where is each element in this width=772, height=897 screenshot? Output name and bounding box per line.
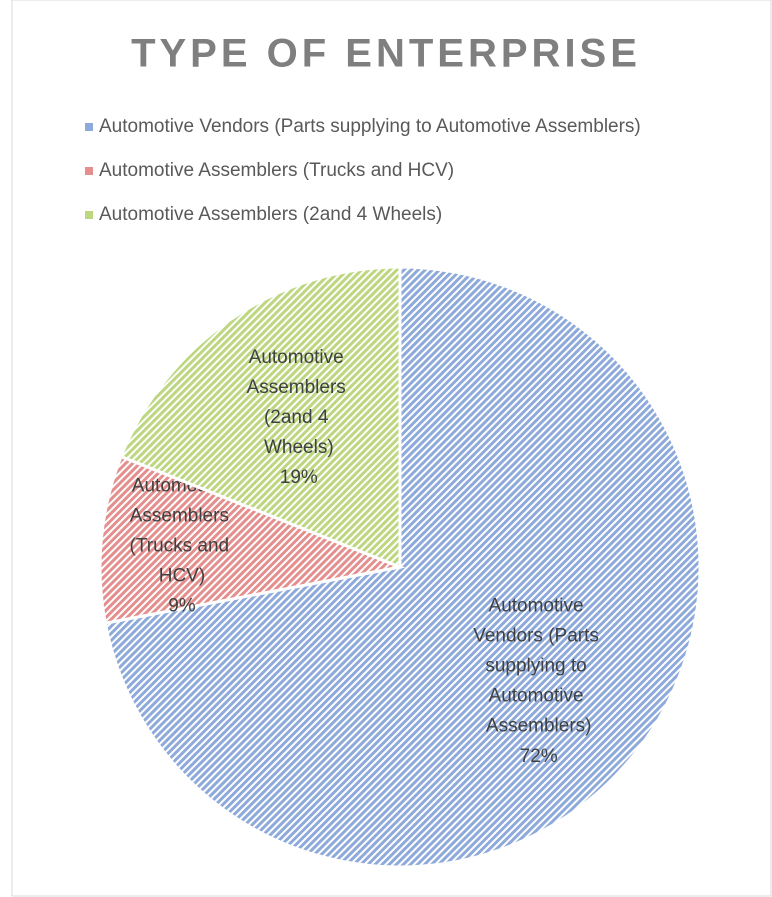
slice-value-label: 72% xyxy=(520,746,558,767)
slice-value-label: 9% xyxy=(168,595,196,616)
chart-title: TYPE OF ENTERPRISE xyxy=(131,32,641,76)
pie-slice xyxy=(119,265,402,570)
legend-swatch xyxy=(85,167,93,175)
slice-label: Automotive Vendors (Parts supplying to A… xyxy=(473,596,604,737)
legend-text: Automotive Vendors (Parts supplying to A… xyxy=(99,116,641,137)
legend-text: Automotive Assemblers (Trucks and HCV) xyxy=(99,160,454,181)
chart-frame xyxy=(11,0,772,897)
pie-slice xyxy=(98,454,406,625)
legend-swatch xyxy=(85,211,93,219)
slice-value-label: 19% xyxy=(280,467,318,488)
legend-text: Automotive Assemblers (2and 4 Wheels) xyxy=(99,204,442,225)
slice-label: Automotive Assemblers (2and 4 Wheels) xyxy=(247,347,352,458)
legend-swatch xyxy=(85,123,93,131)
